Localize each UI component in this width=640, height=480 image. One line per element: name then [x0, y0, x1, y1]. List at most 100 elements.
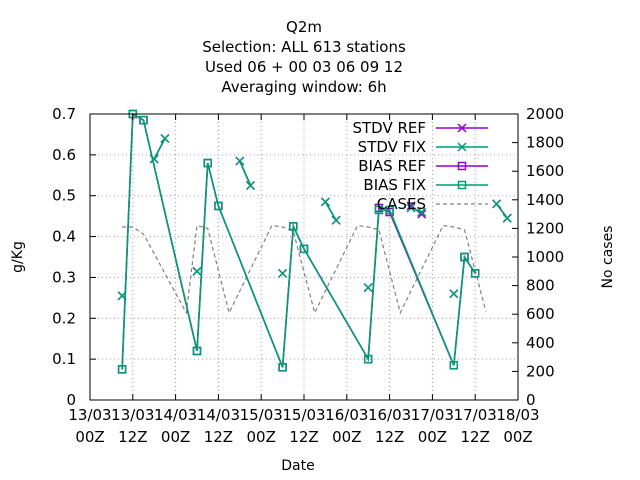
y2-tick-label: 1600 [526, 162, 564, 180]
series-line [121, 112, 476, 370]
y-tick-label: 0.4 [52, 228, 76, 246]
y2-tick-label: 400 [526, 334, 555, 352]
series-line [239, 160, 252, 186]
point-marker-square [299, 244, 309, 254]
series-bias-fix [117, 109, 480, 374]
point-marker-x [492, 199, 502, 209]
x-tick-label-time: 00Z [75, 428, 104, 446]
x-tick-label: 17/03 [454, 406, 497, 424]
plot-frame [89, 113, 519, 401]
marker-stroke [406, 203, 416, 213]
marker-stroke [320, 197, 330, 207]
x-tick-label-time: 00Z [503, 428, 532, 446]
y2-tick-label: 2000 [526, 105, 564, 123]
point-marker-square [192, 346, 202, 356]
point-marker-x [363, 283, 373, 293]
point-marker-x [278, 268, 288, 278]
y-tick-label: 0.6 [52, 146, 76, 164]
y-tick-label: 0.2 [52, 309, 76, 327]
series-line [122, 224, 487, 315]
x-tick-label: 16/03 [325, 406, 368, 424]
marker-stroke [278, 268, 288, 278]
marker-stroke [160, 133, 170, 144]
marker-stroke [457, 142, 467, 152]
point-marker-square [139, 115, 148, 125]
marker-stroke [502, 213, 512, 223]
x-tick-label: 13/03 [111, 406, 154, 424]
marker-stroke [149, 154, 159, 164]
y-tick-label: 0.1 [52, 350, 76, 368]
point-marker-x [406, 203, 416, 213]
marker-stroke [449, 289, 459, 299]
point-marker-x [457, 142, 467, 152]
title-line: Selection: ALL 613 stations [202, 38, 406, 56]
marker-stroke [245, 180, 256, 191]
point-marker-square [214, 201, 223, 211]
y-tick-label: 0.3 [52, 268, 76, 286]
x-tick-label: 13/03 [68, 406, 111, 424]
x-tick-label-time: 12Z [118, 428, 147, 446]
point-marker-square [363, 354, 373, 364]
x-tick-label-time: 00Z [161, 428, 190, 446]
point-marker-x [502, 213, 512, 223]
marker-stroke [235, 156, 245, 166]
point-marker-square [117, 365, 127, 374]
point-marker-x [235, 156, 245, 166]
x-tick-label: 14/03 [154, 406, 197, 424]
point-marker-x [245, 180, 256, 191]
y-tick-label: 0 [66, 391, 76, 409]
y-tick-label: 0.7 [52, 105, 76, 123]
marker-stroke [363, 283, 373, 293]
marker-stroke [492, 199, 502, 209]
y2-tick-label: 1000 [526, 248, 564, 266]
y2-tick-label: 0 [526, 391, 536, 409]
marker-stroke [406, 201, 416, 211]
x-tick-label: 14/03 [197, 406, 240, 424]
y-tick-label: 0.5 [52, 187, 76, 205]
x-tick-label-time: 12Z [461, 428, 490, 446]
marker-stroke [331, 215, 341, 225]
y2-tick-label: 200 [526, 362, 555, 380]
y2-tick-label: 1800 [526, 134, 564, 152]
x-tick-label: 17/03 [411, 406, 454, 424]
point-marker-x [320, 197, 330, 207]
legend-label: STDV REF [352, 119, 426, 137]
x-tick-label-time: 00Z [418, 428, 447, 446]
x-tick-label: 16/03 [368, 406, 411, 424]
point-marker-square [460, 252, 469, 262]
y2-tick-label: 1400 [526, 191, 564, 209]
marker-stroke [417, 209, 427, 219]
point-marker-square [203, 158, 212, 168]
point-marker-square [470, 269, 480, 278]
marker-stroke [192, 266, 202, 276]
point-marker-x [331, 215, 341, 225]
legend-label: STDV FIX [358, 138, 426, 156]
point-marker-square [449, 361, 459, 370]
grid [90, 114, 518, 400]
x-tick-label: 15/03 [282, 406, 325, 424]
x-axis-label: Date [281, 458, 314, 474]
title-line: Used 06 + 00 03 06 09 12 [205, 58, 403, 76]
point-marker-x [449, 289, 459, 299]
series-line [153, 138, 166, 160]
y2-axis-label: No cases [600, 226, 616, 289]
marker-stroke [417, 207, 427, 217]
y-axis-label: g/Kg [10, 241, 26, 273]
point-marker-square [457, 161, 467, 171]
axes: 13/03 00Z 13/03 12Z 14/03 00Z 14/03 12Z 15/03 00Z… [52, 105, 564, 446]
point-marker-square [374, 205, 384, 215]
x-tick-label: 18/03 [496, 406, 539, 424]
legend-label: CASES [377, 195, 426, 213]
legend-label: BIAS FIX [363, 176, 426, 194]
x-tick-label-time: 00Z [247, 428, 276, 446]
point-marker-x [417, 207, 427, 217]
series-cases [122, 224, 487, 315]
title-line: Q2m [286, 18, 322, 36]
x-tick-label: 15/03 [240, 406, 283, 424]
point-marker-x [160, 133, 170, 144]
point-marker-square [457, 180, 467, 190]
marker-stroke [457, 123, 467, 133]
series-stdv-ref [117, 133, 512, 301]
x-tick-label-time: 12Z [204, 428, 233, 446]
